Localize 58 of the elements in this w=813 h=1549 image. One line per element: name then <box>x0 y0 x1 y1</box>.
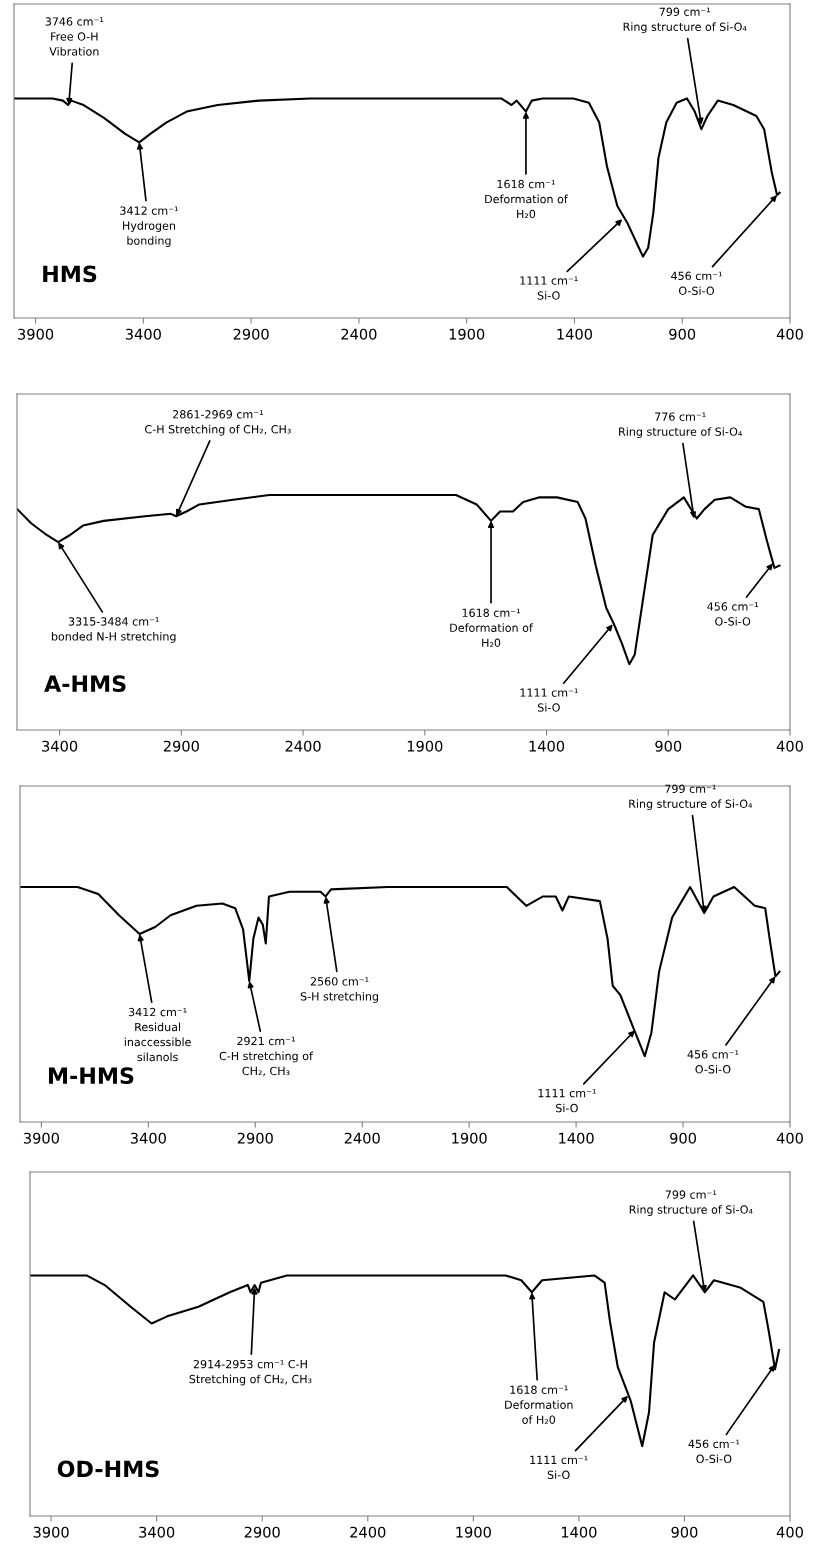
text: HMS <box>43 265 97 283</box>
annotation: 2560 cm⁻¹ S-H stretching <box>300 977 378 1003</box>
annotation: 776 cm⁻¹ Ring structure of Si-O₄ <box>619 412 742 438</box>
x-tick-label: 1900 <box>407 740 443 752</box>
x-tick-label: 3900 <box>18 328 54 340</box>
x-tick-label: 900 <box>670 1132 696 1144</box>
annotation: 1618 cm⁻¹ Deformation of H₂0 <box>450 608 534 647</box>
annotation: 3412 cm⁻¹ Residual inaccessible silanols <box>124 1007 191 1062</box>
annotation: 1111 cm⁻¹ Si-O <box>530 1455 588 1480</box>
annotation: 456 cm⁻¹ O-Si-O <box>687 1050 739 1074</box>
x-tick-label: 3400 <box>139 1526 175 1538</box>
text: A-HMS <box>44 675 126 693</box>
x-tick-label: 3900 <box>33 1526 69 1538</box>
annotation: 2914-2953 cm⁻¹ C-H Stretching of CH₂, CH₃ <box>189 1359 312 1386</box>
x-tick-label: 2900 <box>244 1526 280 1538</box>
x-tick-label: 2400 <box>341 328 377 340</box>
x-tick-label: 900 <box>669 328 696 340</box>
x-tick-label: 1400 <box>559 1132 594 1144</box>
annotation: 3412 cm⁻¹ Hydrogen bonding <box>120 206 178 247</box>
x-tick-label: 3400 <box>125 328 161 340</box>
x-tick-label: 2400 <box>350 1526 386 1538</box>
x-tick-label: 1400 <box>561 1526 597 1538</box>
annotation: 799 cm⁻¹ Ring structure of Si-O₄ <box>623 7 747 34</box>
annotation: 1618 cm⁻¹ Deformation of H₂0 <box>485 179 568 219</box>
x-tick-label: 900 <box>655 740 682 752</box>
x-tick-label: 2900 <box>233 328 269 340</box>
annotation: 1111 cm⁻¹ Si-O <box>538 1088 596 1113</box>
annotation: 456 cm⁻¹ O-Si-O <box>707 602 759 626</box>
x-tick-label: 2400 <box>344 1132 380 1144</box>
annotation: 456 cm⁻¹ O-Si-O <box>671 271 722 295</box>
annotation: 1618 cm⁻¹ Deformation of H₂0 <box>505 1385 573 1424</box>
annotation: 1111 cm⁻¹ Si-O <box>520 688 578 712</box>
x-tick-label: 400 <box>776 1526 803 1538</box>
annotation: 3315-3484 cm⁻¹ bonded N-H stretching <box>51 617 176 643</box>
annotation: 456 cm⁻¹ O-Si-O <box>688 1439 740 1464</box>
x-tick-label: 2400 <box>285 740 321 752</box>
text: OD-HMS <box>57 1460 159 1478</box>
x-tick-label: 900 <box>671 1526 698 1538</box>
x-tick-label: 3400 <box>42 740 78 752</box>
x-tick-label: 1400 <box>529 740 565 752</box>
x-tick-label: 1900 <box>449 328 485 340</box>
annotation: 2921 cm⁻¹ C-H stretching of CH₂, CH₃ <box>219 1036 314 1077</box>
annotation: 2861-2969 cm⁻¹ C-H Stretching of CH₂, CH₃ <box>145 410 291 436</box>
x-tick-label: 400 <box>776 328 803 340</box>
x-tick-label: 400 <box>776 740 803 752</box>
annotation: 799 cm⁻¹ Ring structure of Si-O₄ <box>629 1190 753 1216</box>
x-tick-label: 3400 <box>130 1132 166 1144</box>
x-tick-label: 1900 <box>456 1526 491 1538</box>
x-tick-label: 400 <box>776 1132 803 1144</box>
x-tick-label: 2900 <box>237 1132 273 1144</box>
x-tick-label: 1400 <box>557 328 593 340</box>
text: M-HMS <box>48 1067 134 1085</box>
annotation: 3746 cm⁻¹ Free O-H Vibration <box>45 17 104 56</box>
x-tick-label: 1900 <box>452 1132 487 1144</box>
x-tick-label: 2900 <box>163 740 199 752</box>
x-tick-label: 3900 <box>23 1132 59 1144</box>
annotation: 1111 cm⁻¹ Si-O <box>520 276 578 300</box>
annotation: 799 cm⁻¹ Ring structure of Si-O₄ <box>629 784 753 811</box>
